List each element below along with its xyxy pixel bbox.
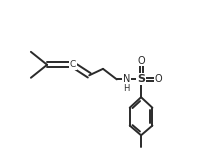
Text: H: H bbox=[123, 84, 130, 93]
Text: S: S bbox=[137, 74, 145, 84]
Text: O: O bbox=[137, 56, 145, 66]
Text: N: N bbox=[123, 74, 130, 84]
Text: O: O bbox=[154, 74, 162, 84]
Text: C: C bbox=[70, 60, 76, 69]
